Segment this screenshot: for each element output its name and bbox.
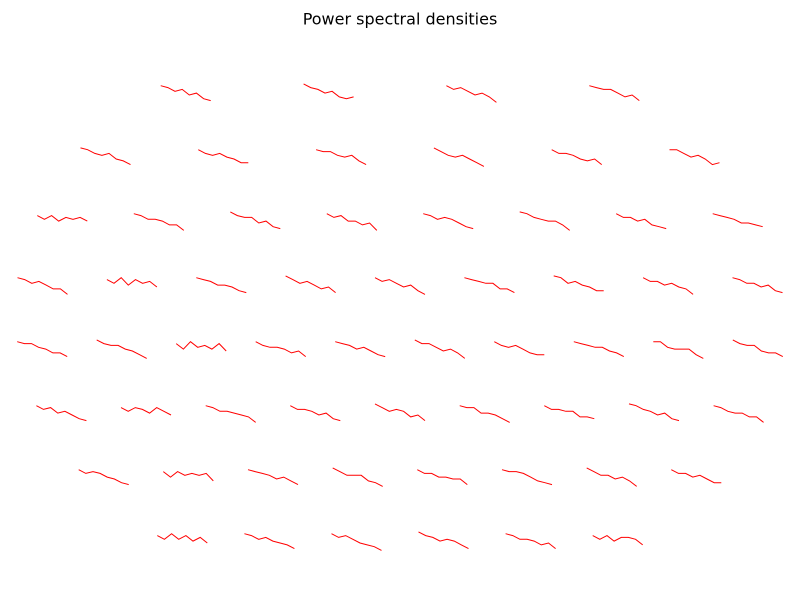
chart-title: Power spectral densities xyxy=(303,10,498,29)
psd-trace xyxy=(544,405,595,420)
psd-trace xyxy=(133,213,185,231)
psd-trace xyxy=(669,149,720,166)
psd-trace xyxy=(175,341,227,352)
psd-trace xyxy=(464,277,515,294)
psd-trace xyxy=(290,405,341,422)
psd-trace xyxy=(653,341,704,359)
psd-trace xyxy=(505,533,556,549)
psd-trace xyxy=(417,469,468,485)
psd-trace xyxy=(732,277,783,294)
psd-trace xyxy=(713,405,764,423)
psd-trace xyxy=(96,339,147,359)
psd-trace xyxy=(326,213,378,231)
psd-trace xyxy=(17,341,68,358)
psd-trace xyxy=(247,469,299,486)
psd-trace xyxy=(553,275,604,292)
psd-trace xyxy=(160,85,211,102)
psd-trace xyxy=(592,535,644,546)
psd-trace xyxy=(205,405,257,423)
psd-trace xyxy=(332,467,383,487)
psd-trace xyxy=(315,149,367,166)
psd-trace xyxy=(589,85,640,101)
psd-trace xyxy=(36,405,87,422)
psd-trace xyxy=(642,277,694,295)
psd-trace xyxy=(255,341,307,357)
psd-trace xyxy=(628,403,680,422)
psd-trace xyxy=(162,471,214,482)
psd-trace xyxy=(501,469,553,486)
psd-trace xyxy=(459,405,510,423)
psd-trace xyxy=(414,339,466,359)
psd-trace xyxy=(196,277,247,294)
psd-trace xyxy=(303,83,354,100)
psd-trace xyxy=(423,213,474,230)
psd-trace xyxy=(80,147,131,166)
psd-trace xyxy=(37,215,88,222)
psd-trace xyxy=(586,467,638,487)
psd-trace xyxy=(230,211,281,230)
psd-trace xyxy=(331,533,382,551)
psd-trace xyxy=(446,85,497,103)
psd-trace xyxy=(120,407,172,416)
psd-trace xyxy=(198,149,249,164)
psd-trace xyxy=(285,275,336,293)
psd-trace xyxy=(712,213,763,228)
psd-trace xyxy=(374,277,426,295)
psd-trace xyxy=(573,341,625,358)
psd-trace xyxy=(418,531,469,550)
psd-trace xyxy=(551,149,603,165)
psd-trace xyxy=(157,533,208,544)
psd-trace xyxy=(78,469,129,486)
psd-trace xyxy=(17,277,68,295)
psd-trace xyxy=(433,147,485,167)
psd-trace xyxy=(671,469,722,484)
psd-trace xyxy=(106,277,158,288)
psd-trace xyxy=(244,533,295,550)
psd-trace xyxy=(374,403,426,421)
psd-trace xyxy=(335,341,386,358)
psd-trace xyxy=(519,211,571,231)
psd-trace xyxy=(494,341,545,356)
psd-trace xyxy=(615,213,667,230)
psd-trace xyxy=(732,339,784,358)
